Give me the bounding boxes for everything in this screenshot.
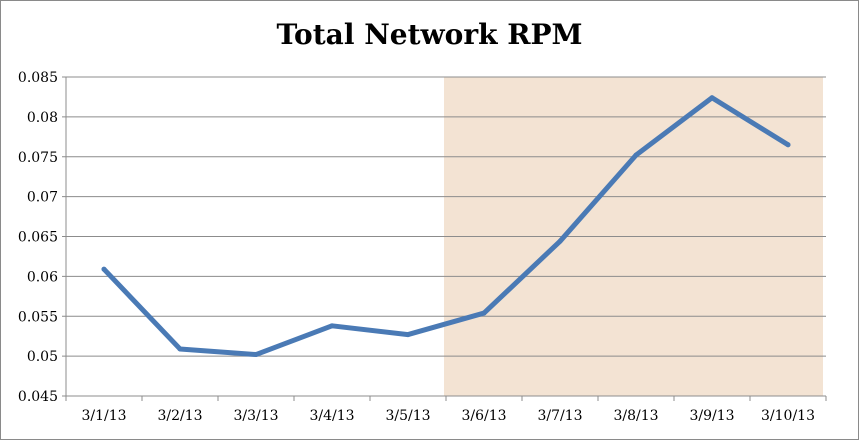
x-tick-label: 3/6/13 <box>461 408 506 424</box>
data-point <box>101 266 107 272</box>
y-tick-label: 0.05 <box>27 349 58 365</box>
series-line <box>101 95 791 358</box>
y-tick-label: 0.08 <box>27 110 58 126</box>
data-point <box>177 346 183 352</box>
x-tick-label: 3/1/13 <box>81 408 126 424</box>
y-tick-label: 0.065 <box>18 230 58 246</box>
y-tick-label: 0.085 <box>18 70 58 86</box>
y-tick-label: 0.055 <box>18 309 58 325</box>
data-point <box>253 352 259 358</box>
data-point <box>633 152 639 158</box>
x-tick-label: 3/10/13 <box>761 408 815 424</box>
data-point <box>481 310 487 316</box>
x-tick-label: 3/4/13 <box>309 408 354 424</box>
x-tick-label: 3/9/13 <box>689 408 734 424</box>
chart-title: Total Network RPM <box>276 18 583 51</box>
x-tick-label: 3/3/13 <box>233 408 278 424</box>
y-tick-label: 0.075 <box>18 150 58 166</box>
data-point <box>709 95 715 101</box>
x-tick-label: 3/8/13 <box>613 408 658 424</box>
data-point <box>557 238 563 244</box>
data-point <box>405 332 411 338</box>
y-tick-label: 0.07 <box>27 190 58 206</box>
y-tick-label: 0.06 <box>27 269 58 285</box>
data-point <box>329 323 335 329</box>
x-tick-label: 3/2/13 <box>157 408 202 424</box>
x-tick-label: 3/7/13 <box>537 408 582 424</box>
y-tick-label: 0.045 <box>18 389 58 405</box>
x-tick-label: 3/5/13 <box>385 408 430 424</box>
data-point <box>785 142 791 148</box>
